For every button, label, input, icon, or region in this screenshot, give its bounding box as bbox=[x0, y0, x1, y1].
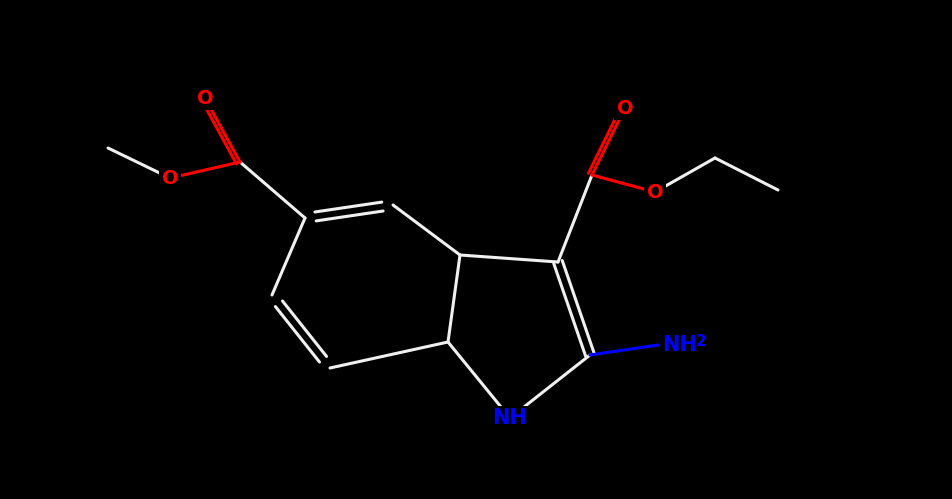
Text: NH: NH bbox=[662, 335, 697, 355]
Text: 2: 2 bbox=[696, 333, 706, 348]
Text: O: O bbox=[162, 169, 178, 188]
Text: O: O bbox=[646, 183, 664, 202]
Text: O: O bbox=[617, 98, 633, 117]
Text: O: O bbox=[197, 88, 213, 107]
Text: NH: NH bbox=[492, 408, 527, 428]
